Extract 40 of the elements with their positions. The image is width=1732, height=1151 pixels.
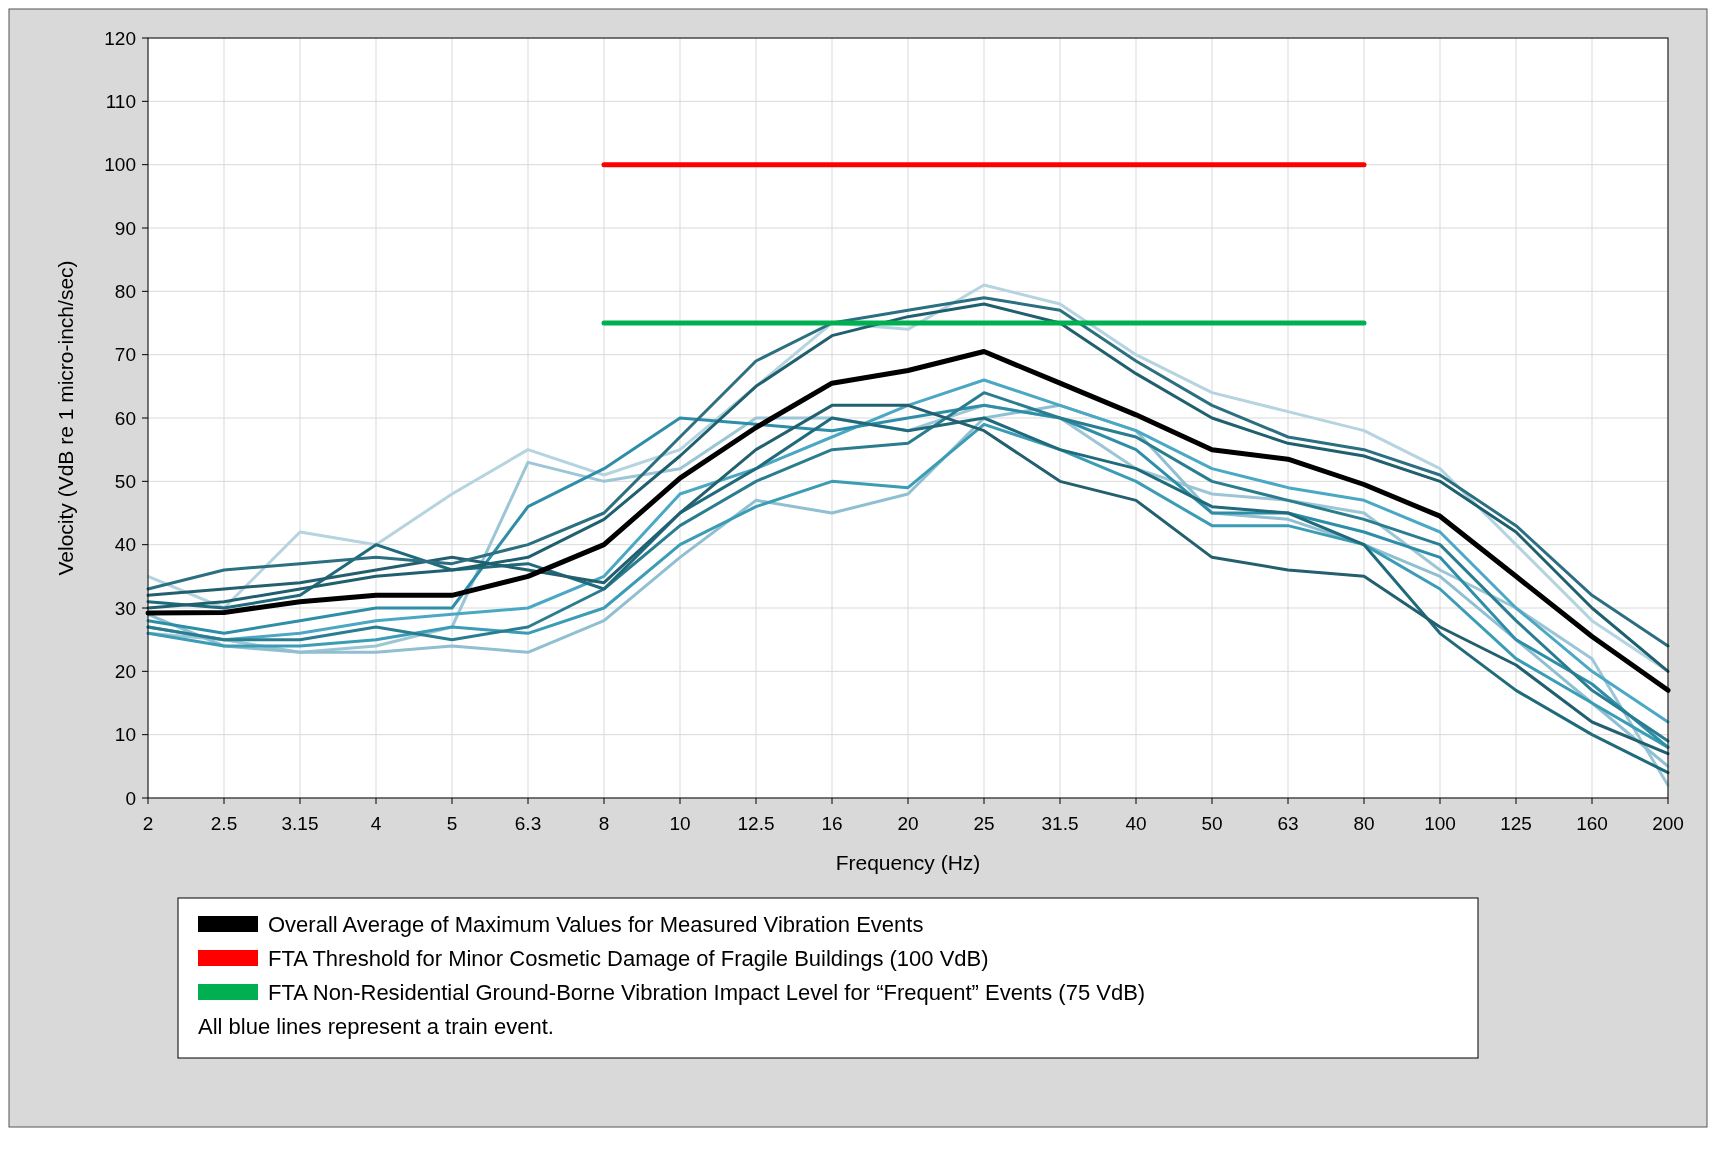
y-tick-label: 90 bbox=[114, 217, 136, 239]
y-tick-label: 100 bbox=[104, 154, 136, 176]
y-tick-label: 110 bbox=[105, 90, 136, 112]
x-tick-label: 20 bbox=[897, 813, 919, 834]
y-tick-label: 80 bbox=[114, 280, 136, 302]
y-tick-label: 70 bbox=[114, 344, 136, 366]
x-tick-label: 2 bbox=[142, 813, 154, 834]
y-tick-label: 20 bbox=[114, 660, 136, 682]
x-tick-label: 5 bbox=[446, 813, 458, 834]
y-tick-label: 50 bbox=[114, 470, 136, 492]
x-tick-label: 31.5 bbox=[1041, 813, 1079, 834]
x-tick-label: 8 bbox=[598, 813, 610, 834]
legend-label: FTA Threshold for Minor Cosmetic Damage of Fragile Buildings (100 VdB) bbox=[268, 945, 989, 971]
y-tick-label: 120 bbox=[104, 27, 136, 49]
x-tick-label: 125 bbox=[1500, 813, 1532, 834]
x-tick-label: 80 bbox=[1353, 813, 1375, 834]
y-tick-label: 30 bbox=[114, 597, 136, 619]
x-tick-label: 6.3 bbox=[514, 813, 542, 834]
x-axis-title: Frequency (Hz) bbox=[835, 851, 981, 874]
legend-label: FTA Non-Residential Ground-Borne Vibration Impact Level for “Frequent” Events (75 VdB) bbox=[268, 979, 1146, 1005]
x-tick-label: 63 bbox=[1277, 813, 1299, 834]
x-tick-label: 160 bbox=[1576, 813, 1608, 834]
x-tick-label: 4 bbox=[370, 813, 382, 834]
y-axis-title: Velocity (VdB re 1 micro-inch/sec) bbox=[54, 260, 77, 576]
x-tick-label: 40 bbox=[1125, 813, 1147, 834]
y-tick-label: 10 bbox=[114, 724, 136, 746]
x-tick-label: 10 bbox=[669, 813, 691, 834]
x-tick-label: 25 bbox=[973, 813, 995, 834]
x-tick-label: 100 bbox=[1424, 813, 1456, 834]
x-tick-label: 2.5 bbox=[210, 813, 238, 834]
y-tick-label: 0 bbox=[125, 787, 136, 809]
y-tick-label: 40 bbox=[114, 534, 136, 556]
x-tick-label: 16 bbox=[821, 813, 843, 834]
y-tick-label: 60 bbox=[114, 407, 136, 429]
x-tick-label: 3.15 bbox=[281, 813, 319, 834]
x-tick-label: 12.5 bbox=[737, 813, 775, 834]
x-tick-label: 50 bbox=[1201, 813, 1223, 834]
text: All blue lines represent a train event. bbox=[198, 1013, 554, 1039]
legend-label: Overall Average of Maximum Values for Measured Vibration Events bbox=[268, 911, 924, 937]
x-tick-label: 200 bbox=[1652, 813, 1684, 834]
